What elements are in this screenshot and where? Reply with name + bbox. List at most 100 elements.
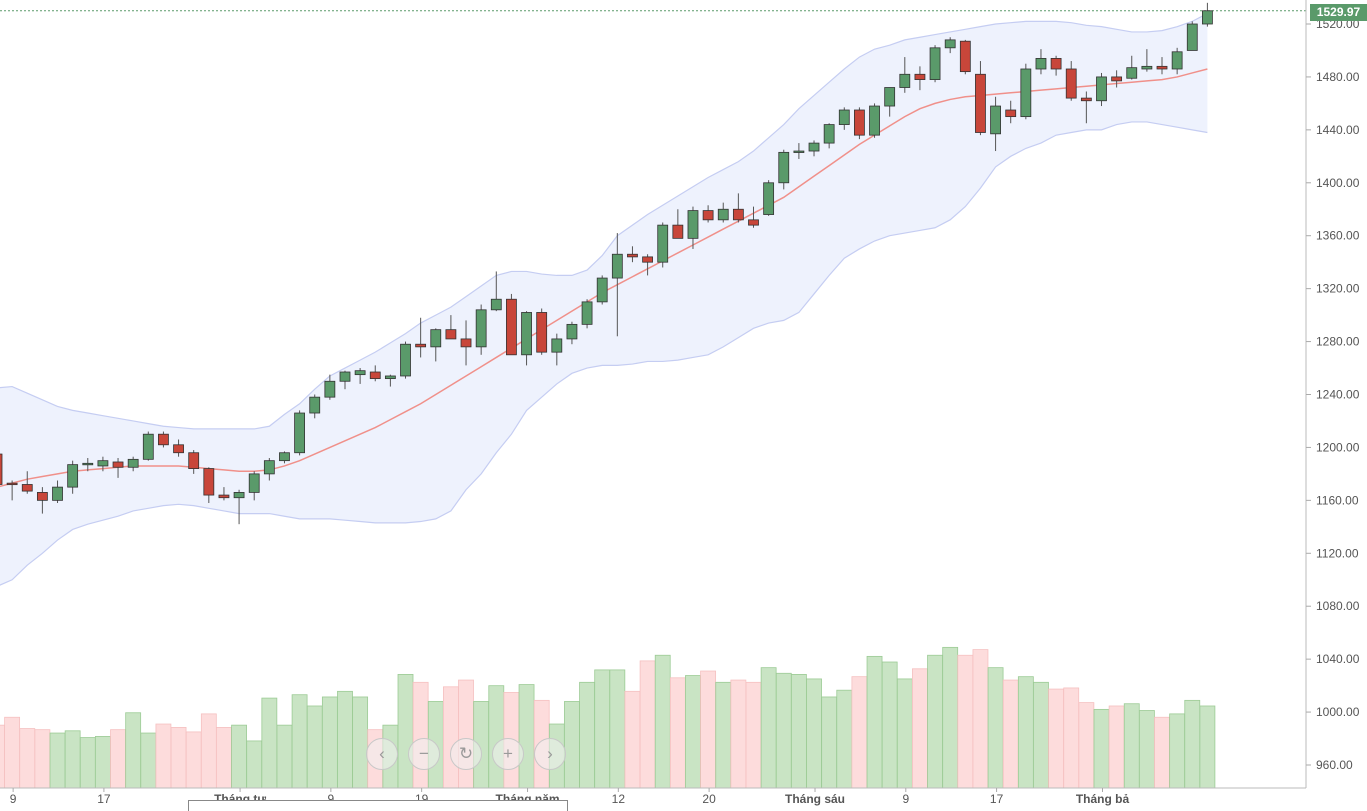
candle [1050, 55, 1062, 76]
volume-bar [1017, 676, 1034, 789]
candle-body [248, 473, 260, 493]
candle-body [611, 253, 623, 279]
price-tick-label: 1360.00 [1316, 229, 1360, 243]
candle-body [657, 224, 669, 263]
candle [67, 460, 79, 494]
volume-bar [1002, 679, 1019, 789]
volume-bar [730, 679, 747, 789]
candle [869, 103, 880, 138]
price-tick-label: 1240.00 [1316, 388, 1360, 402]
candle-body [808, 142, 820, 152]
minus-icon[interactable]: − [408, 738, 440, 770]
volume-bar [669, 677, 686, 789]
candle-body [21, 484, 33, 492]
volume-bar [95, 736, 111, 789]
candle [1126, 55, 1138, 80]
volume-bar [685, 675, 701, 789]
candle-body [52, 486, 63, 501]
volume-bar [760, 667, 777, 789]
volume-bar [64, 730, 81, 789]
price-tick-label: 1080.00 [1316, 599, 1360, 613]
volume-bar [927, 654, 943, 789]
candle-body [748, 219, 759, 226]
candle-body [914, 73, 926, 80]
candle [1111, 70, 1123, 88]
volume-bar [19, 728, 36, 789]
candle-body [188, 452, 200, 470]
candle [279, 451, 290, 464]
candle-body [1020, 68, 1032, 118]
plus-icon[interactable]: + [492, 738, 524, 770]
volume-bar [912, 668, 928, 789]
candle-body [415, 343, 427, 348]
candle-body [1186, 23, 1198, 51]
refresh-icon[interactable]: ↻ [450, 738, 482, 770]
candle [566, 321, 578, 345]
candle-body [0, 453, 3, 485]
candlestick-layer [0, 2, 1213, 525]
candle [415, 317, 427, 358]
price-tick-label: 1480.00 [1316, 70, 1360, 84]
volume-bar [624, 690, 641, 789]
candle [142, 431, 154, 461]
candle-body [536, 312, 548, 353]
candle [793, 143, 805, 159]
volume-bar [34, 729, 51, 789]
candle-body [1202, 10, 1213, 25]
candle [778, 149, 790, 190]
volume-bar [397, 674, 414, 789]
chevron-left-icon[interactable]: ‹ [366, 738, 398, 770]
chevron-right-icon[interactable]: › [534, 738, 566, 770]
candle [1005, 100, 1017, 124]
candle [536, 308, 548, 355]
time-tick-label: 17 [990, 792, 1004, 806]
candle [823, 123, 835, 149]
candle-body [490, 298, 502, 311]
candle [506, 293, 517, 356]
time-tick-label: 9 [902, 792, 909, 806]
volume-bar [125, 712, 142, 789]
candle [838, 107, 850, 130]
candle [112, 458, 124, 478]
volume-bar [987, 667, 1004, 789]
volume-bar [1138, 710, 1155, 789]
candle [1080, 91, 1092, 124]
volume-bar [1078, 702, 1095, 789]
volume-bar [4, 716, 21, 789]
candle [52, 480, 63, 504]
candle-body [127, 458, 139, 468]
indicator-tooltip [188, 800, 568, 811]
candle-body [158, 433, 169, 446]
candle [354, 368, 366, 384]
candle-body [506, 298, 517, 356]
candle-body [793, 150, 805, 153]
candle-body [869, 105, 880, 136]
candle [1020, 63, 1032, 120]
candle-body [778, 151, 790, 184]
time-tick-label: 20 [702, 792, 716, 806]
candle-body [702, 210, 714, 221]
candle [384, 374, 396, 387]
candle-body [279, 452, 290, 462]
candle-body [233, 492, 245, 499]
volume-bar [1048, 688, 1064, 789]
candle [158, 431, 169, 448]
candle-body [596, 277, 608, 303]
candle-body [627, 253, 638, 258]
candle [551, 333, 563, 366]
time-tick-label: Tháng bả [1076, 792, 1130, 806]
volume-bar [79, 737, 96, 789]
volume-bar [957, 654, 974, 789]
candle-body [975, 73, 986, 133]
candle [627, 246, 638, 263]
volume-bar [1108, 705, 1125, 789]
candle-body [854, 109, 865, 136]
candle-body [1050, 58, 1062, 70]
candle-body [82, 462, 94, 466]
volume-bar [1033, 681, 1049, 789]
price-tick-label: 1160.00 [1316, 493, 1359, 507]
candle [203, 467, 215, 504]
price-tick-label: 1440.00 [1316, 123, 1360, 137]
